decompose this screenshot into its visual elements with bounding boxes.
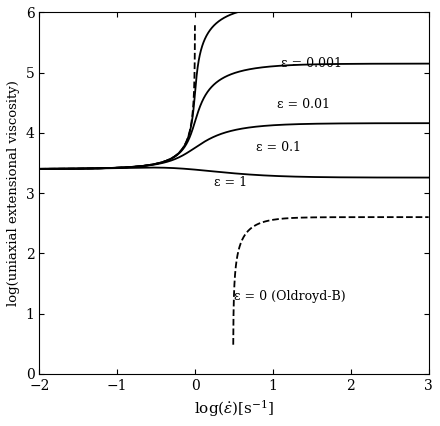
Text: ε = 0.01: ε = 0.01 bbox=[277, 98, 330, 111]
Text: ε = 1: ε = 1 bbox=[214, 176, 248, 189]
Y-axis label: log(uniaxial extensional viscosity): log(uniaxial extensional viscosity) bbox=[7, 80, 20, 306]
X-axis label: $\log(\dot{\varepsilon})[\mathrm{s}^{-1}]$: $\log(\dot{\varepsilon})[\mathrm{s}^{-1}… bbox=[194, 398, 274, 419]
Text: ε = 0.1: ε = 0.1 bbox=[256, 141, 301, 155]
Text: ε = 0.001: ε = 0.001 bbox=[281, 57, 342, 70]
Text: ε = 0 (Oldroyd-B): ε = 0 (Oldroyd-B) bbox=[234, 290, 345, 303]
